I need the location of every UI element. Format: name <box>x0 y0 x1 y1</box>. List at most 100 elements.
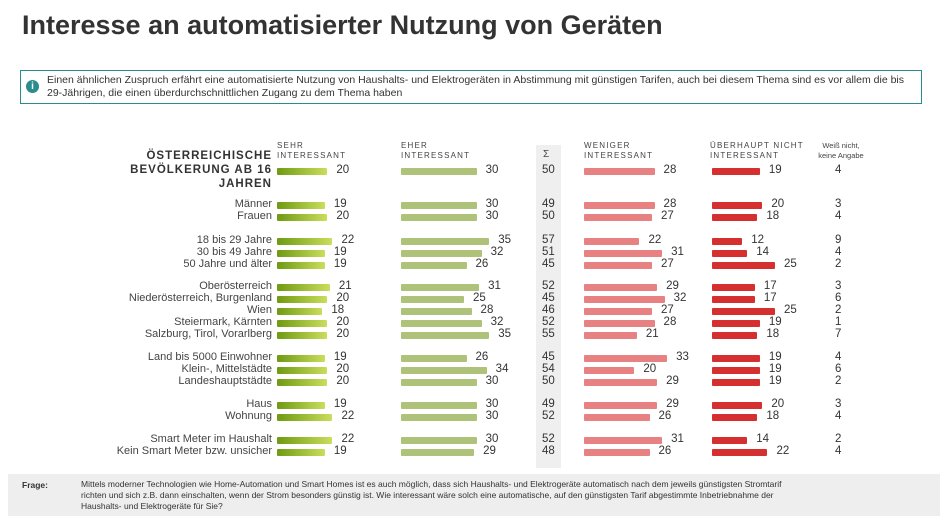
value-label: 29 <box>666 375 679 387</box>
value-label: 26 <box>658 445 672 457</box>
value-label: 30 <box>485 210 499 222</box>
bar-1 <box>277 367 328 374</box>
bar-4 <box>584 168 655 175</box>
bar-4 <box>584 250 663 257</box>
no-answer-label: 4 <box>835 445 842 457</box>
value-label: 20 <box>336 210 350 222</box>
no-answer-label: 2 <box>835 433 842 445</box>
value-label: 25 <box>784 304 797 316</box>
bar-1 <box>277 238 333 245</box>
no-answer-label: 9 <box>835 234 842 246</box>
row-label: Haus <box>246 398 272 410</box>
no-answer-label: 4 <box>835 246 842 258</box>
value-label: 19 <box>768 351 782 363</box>
value-label: 19 <box>768 316 782 328</box>
header-weniger: WENIGER INTERESSANT <box>584 141 654 160</box>
bar-2 <box>401 296 464 303</box>
row-label: Wohnung <box>225 410 272 422</box>
sum-label: 50 <box>542 375 555 387</box>
value-label: 32 <box>673 292 687 304</box>
bar-2 <box>401 168 477 175</box>
value-label: 20 <box>336 375 350 387</box>
value-label: 19 <box>333 198 347 210</box>
sum-label: 46 <box>542 304 555 316</box>
value-label: 32 <box>490 246 504 258</box>
sum-label: 45 <box>542 351 555 363</box>
bar-4 <box>584 355 668 362</box>
bar-4 <box>584 449 650 456</box>
value-label: 28 <box>663 198 677 210</box>
value-label: 20 <box>771 198 785 210</box>
sum-label: 45 <box>542 292 555 304</box>
bar-2 <box>401 284 480 291</box>
value-label: 19 <box>768 363 782 375</box>
bar-5 <box>712 437 748 444</box>
row-label: Wien <box>246 304 272 316</box>
value-label: 20 <box>336 164 350 176</box>
value-label: 18 <box>766 328 780 340</box>
bar-4 <box>584 379 658 386</box>
value-label: 27 <box>661 210 674 222</box>
bar-2 <box>401 320 482 327</box>
info-box: i Einen ähnlichen Zuspruch erfährt eine … <box>20 70 922 104</box>
no-answer-label: 3 <box>835 398 842 410</box>
value-label: 20 <box>336 316 350 328</box>
bar-5 <box>712 332 758 339</box>
bar-1 <box>277 308 323 315</box>
bar-1 <box>277 332 328 339</box>
bar-1 <box>277 437 333 444</box>
header-sum: Σ <box>543 149 551 160</box>
bar-2 <box>401 250 482 257</box>
bar-4 <box>584 332 637 339</box>
no-answer-label: 4 <box>835 164 842 176</box>
value-label: 35 <box>498 234 511 246</box>
value-label: 17 <box>763 292 777 304</box>
value-label: 26 <box>658 410 672 422</box>
header-sehr: SEHR INTERESSANT <box>277 141 347 160</box>
value-label: 31 <box>488 280 501 292</box>
bar-5 <box>712 379 760 386</box>
value-label: 27 <box>661 304 674 316</box>
header-eher: EHER INTERESSANT <box>401 141 471 160</box>
bar-5 <box>712 367 760 374</box>
bar-5 <box>712 402 763 409</box>
bar-2 <box>401 355 467 362</box>
bar-1 <box>277 250 325 257</box>
main-label: ÖSTERREICHISCHE BEVÖLKERUNG AB 16 JAHREN <box>130 150 272 190</box>
bar-2 <box>401 414 477 421</box>
value-label: 22 <box>341 410 355 422</box>
value-label: 20 <box>336 292 350 304</box>
sum-label: 50 <box>542 164 555 176</box>
bar-1 <box>277 449 325 456</box>
value-label: 12 <box>751 234 765 246</box>
sum-label: 48 <box>542 445 555 457</box>
value-label: 28 <box>480 304 494 316</box>
bar-2 <box>401 202 477 209</box>
bar-5 <box>712 355 760 362</box>
bar-5 <box>712 168 760 175</box>
info-text: Einen ähnlichen Zuspruch erfährt eine au… <box>47 74 904 99</box>
value-label: 30 <box>485 375 499 387</box>
bar-1 <box>277 202 325 209</box>
value-label: 17 <box>763 280 777 292</box>
value-label: 19 <box>333 246 347 258</box>
row-label: Oberösterreich <box>199 280 272 292</box>
bar-5 <box>712 449 768 456</box>
bar-1 <box>277 320 328 327</box>
row-label: 18 bis 29 Jahre <box>196 234 272 246</box>
bar-5 <box>712 320 760 327</box>
no-answer-label: 4 <box>835 210 842 222</box>
bar-1 <box>277 379 328 386</box>
sum-label: 57 <box>542 234 555 246</box>
bar-4 <box>584 214 653 221</box>
bar-5 <box>712 296 755 303</box>
bar-4 <box>584 437 663 444</box>
no-answer-label: 1 <box>835 316 842 328</box>
sum-label: 50 <box>542 210 555 222</box>
bar-4 <box>584 367 635 374</box>
bar-2 <box>401 262 467 269</box>
value-label: 19 <box>333 445 347 457</box>
footer-label: Frage: <box>22 480 48 490</box>
value-label: 20 <box>643 363 657 375</box>
value-label: 29 <box>666 280 679 292</box>
